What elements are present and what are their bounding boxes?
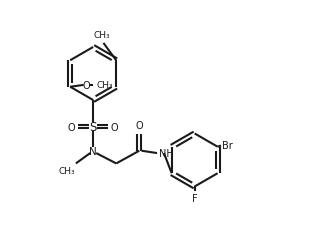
Text: O: O: [68, 122, 76, 132]
Text: CH₃: CH₃: [94, 31, 111, 40]
Text: F: F: [192, 193, 198, 203]
Text: N: N: [89, 146, 97, 156]
Text: CH₃: CH₃: [97, 81, 113, 90]
Text: O: O: [82, 81, 90, 91]
Text: CH₃: CH₃: [59, 166, 75, 175]
Text: O: O: [135, 121, 143, 131]
Text: Br: Br: [222, 141, 232, 151]
Text: NH: NH: [159, 148, 174, 158]
Text: O: O: [111, 122, 119, 132]
Text: S: S: [90, 121, 97, 134]
